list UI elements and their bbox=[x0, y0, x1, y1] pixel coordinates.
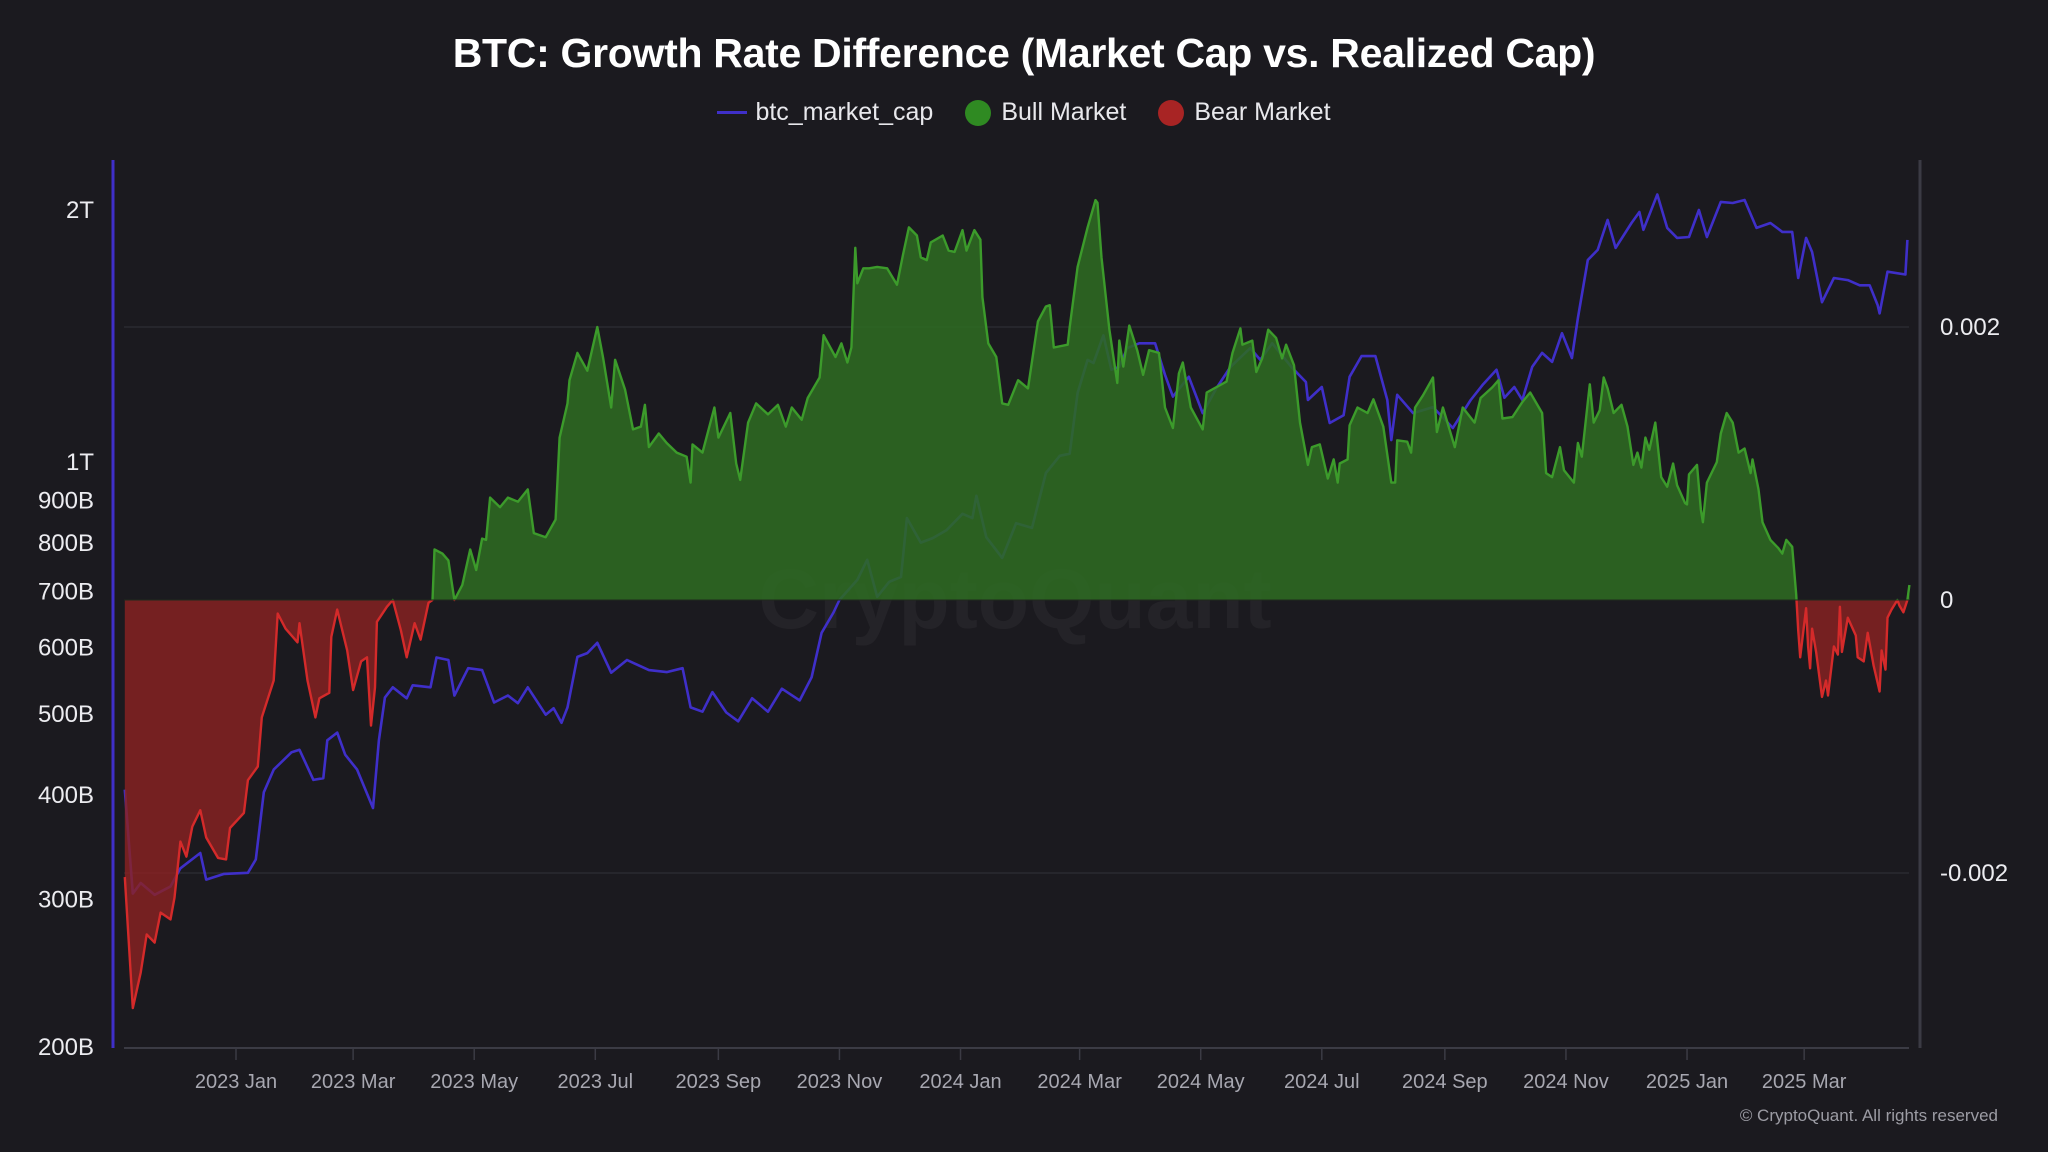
left-tick-label: 900B bbox=[38, 487, 94, 514]
left-tick-label: 800B bbox=[38, 530, 94, 557]
copyright-footer: © CryptoQuant. All rights reserved bbox=[1739, 1106, 1998, 1125]
x-tick-label: 2024 May bbox=[1157, 1071, 1245, 1093]
left-tick-label: 2T bbox=[66, 197, 94, 224]
x-tick-label: 2023 Sep bbox=[676, 1071, 762, 1093]
right-tick-label: -0.002 bbox=[1940, 860, 2008, 887]
right-tick-label: 0.002 bbox=[1940, 314, 2000, 341]
x-axis-ticks: 2023 Jan 2023 Mar 2023 May 2023 Jul 2023 Sep… bbox=[195, 1048, 1847, 1093]
right-tick-label: 0 bbox=[1940, 587, 1953, 614]
x-tick-label: 2025 Mar bbox=[1762, 1071, 1847, 1093]
legend-dot-icon bbox=[1158, 99, 1185, 126]
legend-item-market-cap[interactable]: btc_market_cap bbox=[717, 98, 933, 127]
bull-market-area bbox=[124, 200, 1910, 600]
legend-line-icon bbox=[717, 111, 748, 114]
left-tick-label: 500B bbox=[38, 701, 94, 728]
x-tick-label: 2023 Nov bbox=[797, 1071, 883, 1093]
legend-label-bull-market: Bull Market bbox=[1001, 98, 1127, 126]
left-tick-label: 700B bbox=[38, 579, 94, 606]
left-tick-label: 400B bbox=[38, 782, 94, 809]
x-tick-label: 2024 Nov bbox=[1523, 1071, 1609, 1093]
legend-item-bull-market[interactable]: Bull Market bbox=[965, 98, 1126, 127]
chart-title: BTC: Growth Rate Difference (Market Cap … bbox=[452, 30, 1596, 76]
left-axis-ticks: 200B 300B 400B 500B 600B 700B 800B 900B 1T 2T bbox=[38, 197, 94, 1061]
x-tick-label: 2024 Mar bbox=[1037, 1071, 1122, 1093]
left-tick-label: 200B bbox=[38, 1034, 94, 1061]
x-tick-label: 2024 Sep bbox=[1402, 1071, 1488, 1093]
right-axis-ticks: 0.002 0 -0.002 bbox=[1940, 314, 2008, 887]
x-tick-label: 2023 Jan bbox=[195, 1071, 277, 1093]
x-tick-label: 2023 May bbox=[430, 1071, 518, 1093]
legend-label-bear-market: Bear Market bbox=[1194, 98, 1331, 126]
gridlines bbox=[124, 326, 1909, 874]
bear-market-area bbox=[124, 600, 1910, 1009]
legend-label-market-cap: btc_market_cap bbox=[755, 98, 934, 126]
legend-item-bear-market[interactable]: Bear Market bbox=[1158, 98, 1331, 127]
left-tick-label: 300B bbox=[38, 887, 94, 914]
x-tick-label: 2024 Jul bbox=[1284, 1071, 1360, 1093]
x-tick-label: 2025 Jan bbox=[1646, 1071, 1728, 1093]
left-tick-label: 600B bbox=[38, 635, 94, 662]
legend-dot-icon bbox=[965, 99, 992, 126]
bull-market-line bbox=[391, 198, 1911, 600]
x-tick-label: 2023 Jul bbox=[557, 1071, 633, 1093]
left-tick-label: 1T bbox=[66, 449, 94, 476]
x-tick-label: 2024 Jan bbox=[919, 1071, 1001, 1093]
legend: btc_market_cap Bull Market Bear Market bbox=[0, 98, 2048, 127]
axes bbox=[111, 160, 1922, 1049]
x-tick-label: 2023 Mar bbox=[311, 1071, 396, 1093]
growth-area-layer bbox=[123, 198, 1911, 1010]
